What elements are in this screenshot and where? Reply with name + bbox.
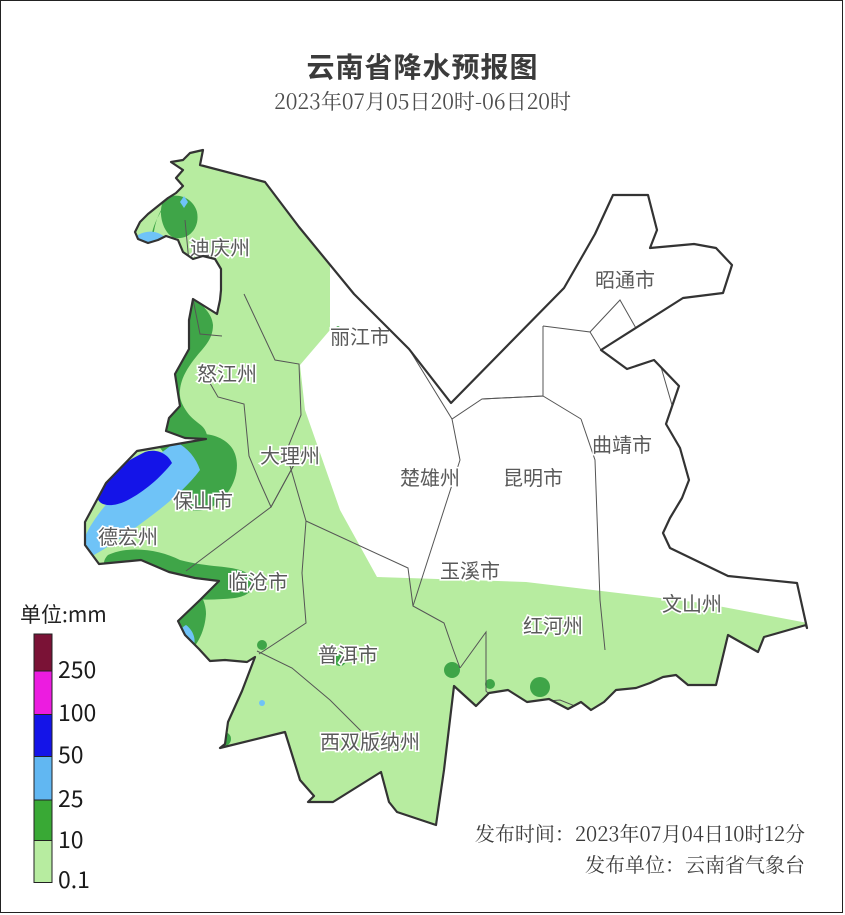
svg-text:怒江州: 怒江州 (197, 358, 257, 387)
svg-text:10: 10 (58, 821, 84, 855)
svg-text:50: 50 (58, 736, 84, 770)
svg-text:0.1: 0.1 (58, 861, 90, 895)
svg-text:25: 25 (58, 780, 84, 814)
svg-text:100: 100 (58, 694, 96, 728)
svg-text:昭通市: 昭通市 (595, 264, 655, 293)
svg-text:文山州: 文山州 (662, 588, 722, 617)
svg-text:德宏州: 德宏州 (98, 521, 158, 550)
svg-text:250: 250 (58, 651, 96, 685)
svg-text:保山市: 保山市 (173, 485, 233, 514)
svg-text:昆明市: 昆明市 (503, 462, 563, 491)
svg-text:单位:mm: 单位:mm (20, 599, 107, 629)
svg-text:大理州: 大理州 (260, 440, 320, 469)
svg-text:普洱市: 普洱市 (318, 639, 378, 668)
svg-text:曲靖市: 曲靖市 (592, 429, 652, 458)
svg-text:西双版纳州: 西双版纳州 (320, 726, 420, 755)
svg-text:丽江市: 丽江市 (330, 321, 390, 350)
svg-text:玉溪市: 玉溪市 (440, 555, 500, 584)
svg-text:红河州: 红河州 (523, 610, 583, 639)
svg-text:临沧市: 临沧市 (228, 566, 288, 595)
svg-text:楚雄州: 楚雄州 (400, 462, 460, 491)
